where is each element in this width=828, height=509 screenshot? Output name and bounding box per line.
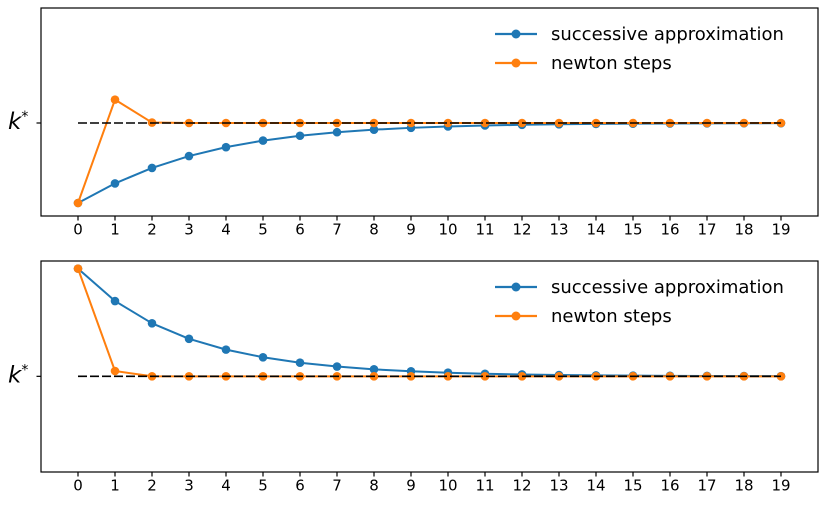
axes-frame	[40, 260, 819, 473]
x-tick-label: 14	[586, 477, 605, 495]
marker-successive-approximation	[295, 358, 305, 367]
x-tick-label: 12	[512, 477, 531, 495]
x-tick-label: 8	[369, 221, 379, 239]
marker-newton-steps	[480, 118, 490, 128]
x-tick-label: 5	[258, 221, 268, 239]
series-line-successive-approximation	[77, 122, 782, 204]
legend-item: successive approximation	[495, 24, 784, 45]
x-tick-label: 8	[369, 477, 379, 495]
marker-successive-approximation	[369, 365, 379, 374]
x-tick-label: 2	[147, 221, 157, 239]
x-tick-label: 17	[697, 477, 716, 495]
x-tick-label: 14	[586, 221, 605, 239]
legend-item: successive approximation	[495, 277, 784, 298]
marker-newton-steps	[73, 198, 83, 208]
marker-successive-approximation	[332, 362, 342, 371]
legend-label: newton steps	[551, 53, 672, 74]
legend-item: newton steps	[495, 53, 672, 74]
legend-label: newton steps	[551, 306, 672, 327]
marker-successive-approximation	[258, 352, 268, 362]
y-axis-label-k-star: k*	[8, 109, 28, 135]
x-tick-label: 4	[221, 221, 231, 239]
legend-marker-dot	[511, 311, 521, 321]
x-tick-label: 9	[406, 221, 416, 239]
x-tick-label: 9	[406, 477, 416, 495]
x-tick-label: 3	[184, 477, 194, 495]
marker-newton-steps	[443, 118, 453, 128]
marker-successive-approximation	[332, 127, 342, 137]
subplot-top: 0 1 2 3 4 5 6 7 8 9 10 11 12 13 14 15 16 17 18 19k*successi…	[8, 7, 819, 239]
marker-newton-steps	[443, 372, 453, 381]
x-tick-label: 10	[438, 477, 457, 495]
legend-marker-dot	[511, 282, 521, 292]
legend-label: successive approximation	[551, 277, 784, 298]
legend: successive approximation newton steps	[495, 24, 784, 74]
x-axis-ticks: 0 1 2 3 4 5 6 7 8 9 10 11 12 13 14 15 16 17 18 19	[73, 472, 791, 495]
marker-newton-steps	[73, 264, 83, 273]
x-tick-label: 12	[512, 221, 531, 239]
marker-successive-approximation	[369, 125, 379, 134]
x-tick-label: 18	[734, 221, 753, 239]
x-tick-label: 6	[295, 477, 305, 495]
x-tick-label: 4	[221, 477, 231, 495]
x-tick-label: 16	[660, 221, 679, 239]
axes-frame	[40, 7, 819, 217]
x-tick-label: 10	[438, 221, 457, 239]
x-tick-label: 19	[771, 221, 790, 239]
legend-marker-dot	[511, 29, 521, 39]
marker-newton-steps	[480, 372, 490, 381]
marker-successive-approximation	[110, 179, 120, 188]
marker-newton-steps	[110, 366, 120, 376]
series-line-newton-steps	[77, 98, 781, 204]
x-tick-label: 15	[623, 221, 642, 239]
x-tick-label: 13	[549, 477, 568, 495]
x-tick-label: 6	[295, 221, 305, 239]
marker-successive-approximation	[221, 142, 231, 152]
marker-successive-approximation	[147, 319, 157, 328]
marker-successive-approximation	[147, 163, 157, 173]
marker-successive-approximation	[184, 334, 194, 344]
x-tick-label: 7	[332, 477, 342, 495]
x-tick-label: 17	[697, 221, 716, 239]
marker-successive-approximation	[221, 345, 231, 354]
x-tick-label: 11	[475, 221, 494, 239]
x-tick-label: 0	[73, 221, 83, 239]
x-tick-label: 15	[623, 477, 642, 495]
x-tick-label: 0	[73, 477, 83, 495]
x-tick-label: 1	[110, 477, 120, 495]
x-tick-label: 18	[734, 477, 753, 495]
subplot-bottom: 0 1 2 3 4 5 6 7 8 9 10 11 12 13 14 15 16 17 18 19k*successi…	[8, 260, 819, 495]
legend-item: newton steps	[495, 306, 672, 327]
legend-label: successive approximation	[551, 24, 784, 45]
x-tick-label: 19	[771, 477, 790, 495]
x-tick-label: 16	[660, 477, 679, 495]
x-tick-label: 2	[147, 477, 157, 495]
legend-marker-dot	[511, 58, 521, 68]
x-tick-label: 1	[110, 221, 120, 239]
x-tick-label: 11	[475, 477, 494, 495]
marker-newton-steps	[110, 95, 120, 104]
x-axis-ticks: 0 1 2 3 4 5 6 7 8 9 10 11 12 13 14 15 16 17 18 19	[73, 216, 791, 239]
legend: successive approximation newton steps	[495, 277, 784, 327]
x-tick-label: 5	[258, 477, 268, 495]
x-tick-label: 3	[184, 221, 194, 239]
x-tick-label: 7	[332, 221, 342, 239]
marker-successive-approximation	[110, 296, 120, 306]
marker-successive-approximation	[184, 151, 194, 161]
marker-successive-approximation	[295, 131, 305, 141]
y-axis-label-k-star: k*	[8, 362, 28, 388]
x-tick-label: 13	[549, 221, 568, 239]
marker-successive-approximation	[258, 136, 268, 145]
